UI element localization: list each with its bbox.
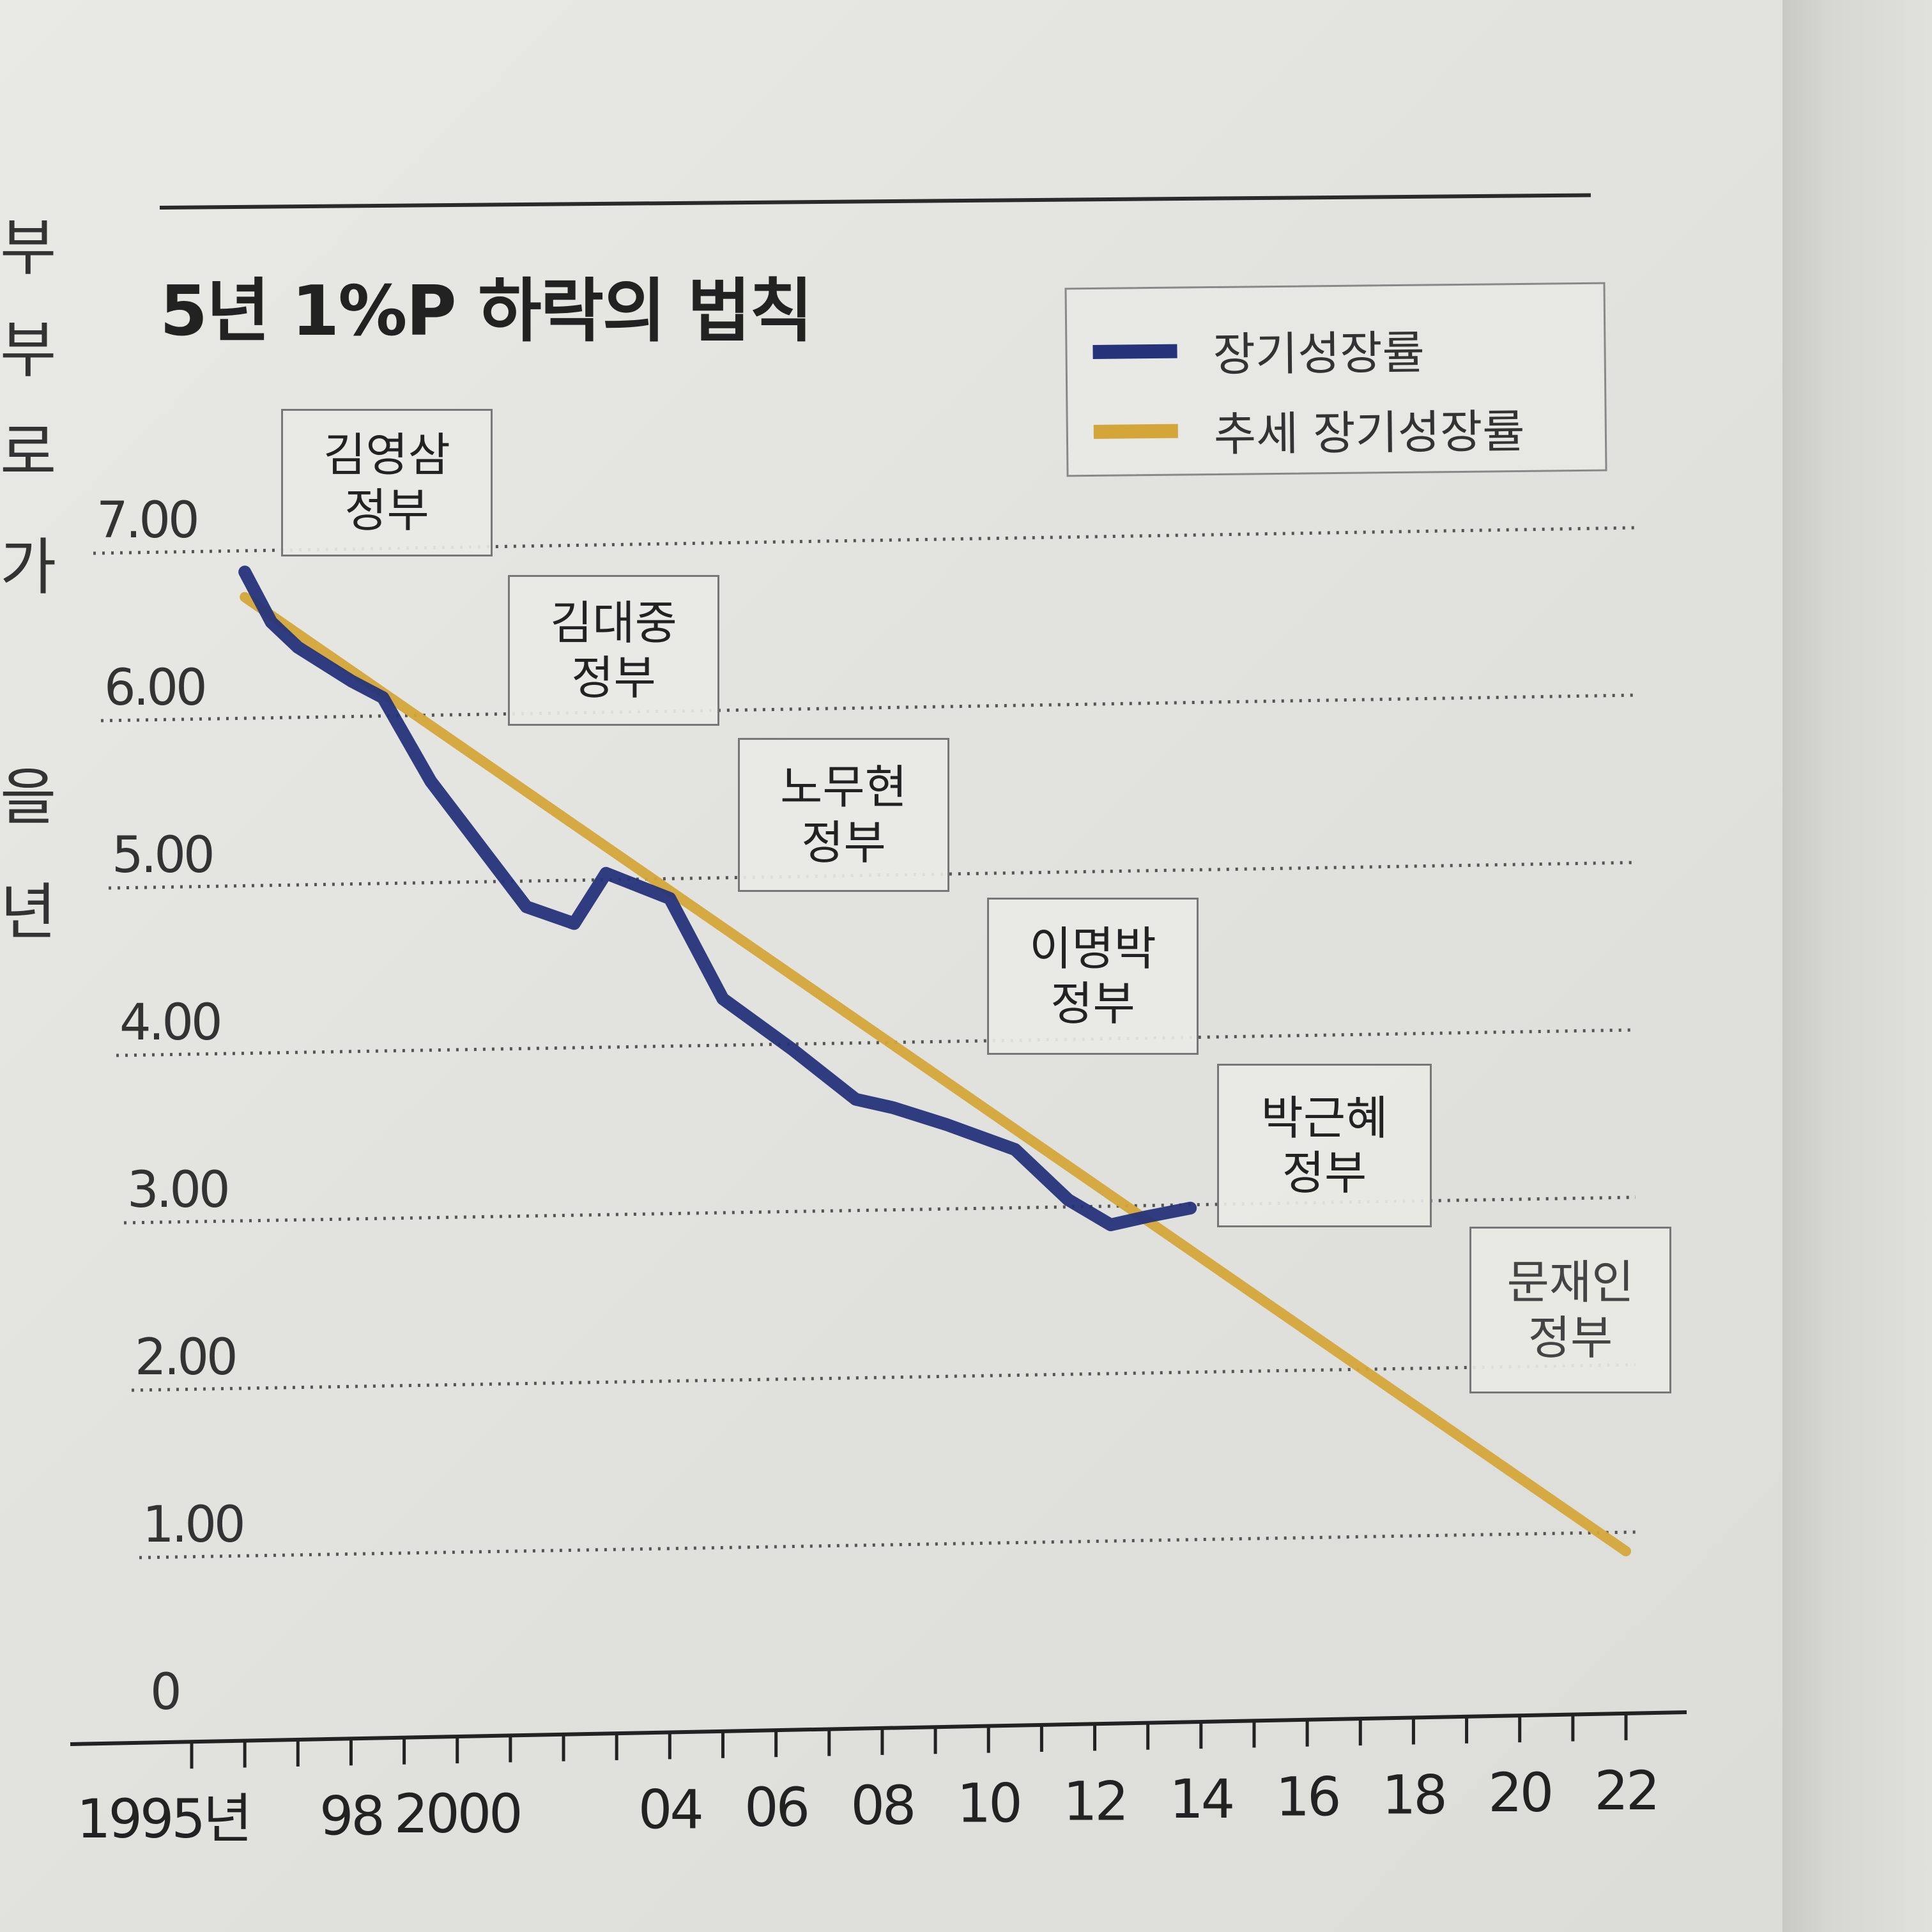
- side-text-char: 부: [0, 212, 57, 284]
- x-tick-label: 14: [1169, 1768, 1232, 1830]
- x-tick-label: 04: [638, 1778, 702, 1841]
- x-tick-label: 2000: [394, 1782, 521, 1845]
- x-tick-label: 98: [319, 1784, 383, 1847]
- gridline: [108, 861, 1636, 890]
- gridline: [123, 1195, 1636, 1225]
- gridline: [100, 693, 1636, 723]
- government-label-box: 문재인 정부: [1469, 1227, 1671, 1393]
- y-tick-label: 7.00: [96, 492, 197, 549]
- x-tick-label: 1995년: [77, 1788, 250, 1850]
- side-text-char: 가: [0, 532, 57, 603]
- series-lines: [238, 565, 1631, 1556]
- gridlines: [93, 526, 1636, 1560]
- y-tick-label: 0: [150, 1664, 180, 1721]
- x-tick-label: 12: [1063, 1770, 1126, 1832]
- government-label-line: 정부: [344, 483, 429, 537]
- x-tick-label: 06: [744, 1776, 808, 1839]
- x-tick-label: 22: [1595, 1759, 1658, 1822]
- government-label-line: 정부: [1282, 1146, 1367, 1200]
- government-label-box: 김영삼 정부: [281, 409, 493, 556]
- y-tick-label: 2.00: [135, 1329, 236, 1386]
- government-label-line: 정부: [1528, 1310, 1613, 1365]
- government-label-line: 김영삼: [323, 428, 450, 482]
- y-tick-label: 3.00: [127, 1162, 228, 1219]
- y-tick-label: 5.00: [112, 827, 213, 884]
- series-line-long-term-growth: [238, 565, 1197, 1232]
- government-label-line: 정부: [571, 651, 656, 705]
- side-text-char: 부: [0, 314, 57, 386]
- x-tick-label: 08: [850, 1774, 914, 1837]
- government-label-line: 김대중: [550, 595, 677, 650]
- side-text-char: 년: [0, 877, 57, 948]
- x-axis: 1995년 98 2000 04 06 08 10 12 14 16 18 20 22: [70, 1710, 1687, 1850]
- government-label-box: 이명박 정부: [987, 898, 1199, 1055]
- y-tick-label: 4.00: [119, 994, 220, 1052]
- x-axis-line: [70, 1710, 1687, 1746]
- x-tick-label: 10: [957, 1772, 1020, 1835]
- x-tick-label: 18: [1382, 1763, 1445, 1826]
- gridline: [93, 526, 1636, 555]
- y-tick-label: 6.00: [104, 659, 205, 717]
- government-label-line: 박근혜: [1261, 1091, 1388, 1145]
- government-label-line: 문재인: [1506, 1255, 1634, 1310]
- side-text-char: 로: [0, 417, 57, 488]
- y-axis-tick-labels: 0 1.00 2.00 3.00 4.00 5.00 6.00 7.00: [96, 492, 246, 1721]
- government-label-line: 이명박: [1029, 921, 1156, 976]
- government-label-box: 김대중 정부: [508, 575, 719, 726]
- x-tick-label: 20: [1488, 1761, 1551, 1824]
- gridline: [139, 1530, 1636, 1560]
- page-edge-shadow: [1782, 0, 1932, 1932]
- government-label-box: 노무현 정부: [738, 738, 949, 892]
- y-tick-label: 1.00: [142, 1496, 243, 1554]
- series-line-trend-growth: [240, 592, 1631, 1556]
- government-label-line: 정부: [1050, 977, 1135, 1031]
- gridline: [131, 1363, 1636, 1392]
- government-label-line: 정부: [801, 815, 886, 870]
- side-text-char: 을: [0, 762, 57, 833]
- x-tick-label: 16: [1276, 1766, 1339, 1828]
- government-label-box: 박근혜 정부: [1217, 1064, 1432, 1227]
- chart-title: 5년 1%P 하락의 법칙: [160, 272, 813, 351]
- government-label-line: 노무현: [780, 760, 907, 815]
